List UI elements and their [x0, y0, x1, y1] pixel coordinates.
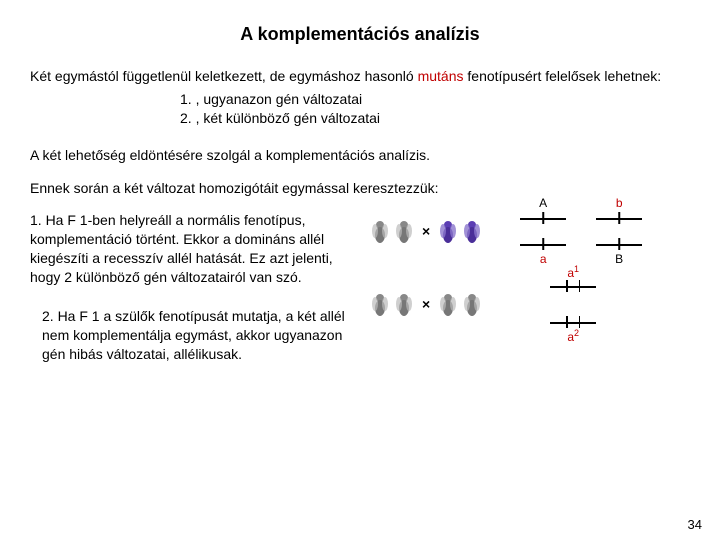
intro-after: fenotípusért felelősek lehetnek: — [464, 68, 662, 84]
fly-icon — [438, 217, 458, 245]
fly-icon — [438, 290, 458, 318]
cross-row-2: × — [370, 279, 690, 329]
intro-text: Két egymástól függetlenül keletkezett, d… — [30, 67, 690, 86]
cases-right: × — [370, 211, 690, 383]
case-2: 2. Ha F 1 a szülők fenotípusát mutatja, … — [42, 307, 360, 364]
fly-pair-1 — [370, 217, 414, 245]
allele-b: b — [616, 196, 623, 210]
list-item-1: 1. , ugyanazon gén változatai — [180, 90, 690, 109]
paragraph-2: Ennek során a két változat homozigótáit … — [30, 179, 690, 198]
fly-pair-2 — [438, 217, 482, 245]
cross-symbol: × — [422, 223, 430, 239]
chrom-diagram-2: a1 a2 — [550, 279, 596, 329]
cases-left: 1. Ha F 1-ben helyreáll a normális fenot… — [30, 211, 360, 383]
cases-row: 1. Ha F 1-ben helyreáll a normális fenot… — [30, 211, 690, 383]
chrom-pair-left: A a — [520, 211, 566, 251]
chrom-diagram-1: A a b — [520, 211, 642, 251]
fly-pair-4 — [438, 290, 482, 318]
fly-icon — [462, 290, 482, 318]
chromosome: B — [596, 237, 642, 251]
case-1: 1. Ha F 1-ben helyreáll a normális fenot… — [30, 211, 360, 287]
cross-row-1: × — [370, 211, 690, 251]
mutant-word: mutáns — [418, 68, 464, 84]
chromosome: a1 — [550, 279, 596, 293]
chromosome: a2 — [550, 315, 596, 329]
page-title: A komplementációs analízis — [30, 24, 690, 45]
allele-a: a — [540, 252, 547, 266]
chromosome: A — [520, 211, 566, 225]
fly-icon — [394, 217, 414, 245]
paragraph-1: A két lehetőség eldöntésére szolgál a ko… — [30, 146, 690, 165]
fly-pair-3 — [370, 290, 414, 318]
list-item-2: 2. , két különböző gén változatai — [180, 109, 690, 128]
allele-a2: a2 — [567, 328, 579, 344]
fly-icon — [370, 217, 390, 245]
cross-symbol: × — [422, 296, 430, 312]
fly-icon — [462, 217, 482, 245]
chrom-pair-right: b B — [596, 211, 642, 251]
allele-A: A — [539, 196, 547, 210]
chromosome: a — [520, 237, 566, 251]
fly-icon — [394, 290, 414, 318]
chromosome: b — [596, 211, 642, 225]
allele-a1: a1 — [567, 264, 579, 280]
allele-B: B — [615, 252, 623, 266]
intro-before: Két egymástól függetlenül keletkezett, d… — [30, 68, 418, 84]
fly-icon — [370, 290, 390, 318]
page-number: 34 — [688, 517, 702, 532]
list-block: 1. , ugyanazon gén változatai 2. , két k… — [180, 90, 690, 128]
